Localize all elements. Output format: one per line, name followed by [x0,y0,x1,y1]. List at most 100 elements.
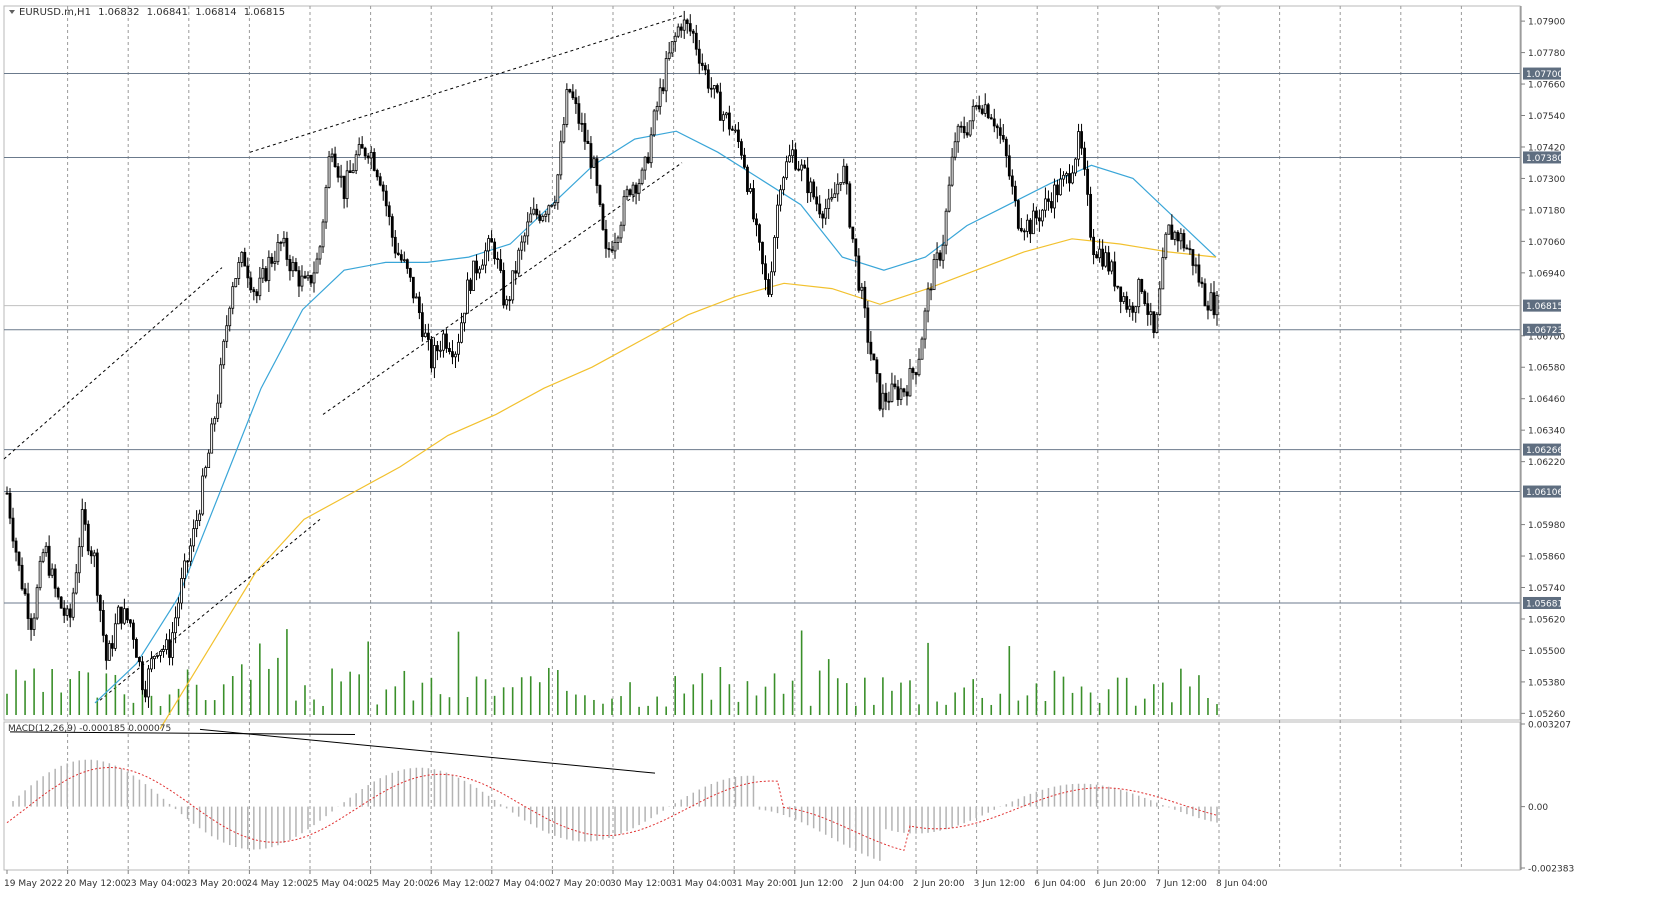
candle-body [300,275,304,287]
candle-body [643,156,647,171]
candle-body [860,286,864,291]
close-value: 1.06815 [244,7,285,18]
candle-body [589,143,593,168]
candle-body [959,125,963,128]
candle-body [556,174,560,204]
candle-body [402,259,406,262]
candle-body [764,263,767,280]
candle-body [171,632,174,658]
candle-body [35,587,39,619]
candle-body [740,141,743,156]
candle-body [372,151,376,171]
candle-body [842,165,846,183]
candle-body [541,215,545,221]
candle-body [565,89,569,125]
macd-signal-line [6,766,1218,851]
time-tick-label: 25 May 04:00 [307,879,369,889]
candle-body [1004,138,1008,157]
candle-body [965,132,969,136]
candles [5,10,1219,708]
candle-body [324,186,328,223]
candle-body [863,286,867,309]
candle-body [267,256,271,282]
candle-body [363,147,367,157]
chevron-down-icon[interactable] [9,10,15,14]
candle-body [439,349,442,352]
candle-body [390,216,394,238]
macd-divergence-line [199,728,656,774]
candle-body [926,288,930,312]
candle-body [887,400,891,403]
candle-body [1001,135,1005,140]
candle-body [408,268,412,278]
candle-body [119,606,123,624]
candle-body [890,383,894,402]
candle-body [517,249,521,274]
candle-body [237,262,241,279]
candle-body [297,270,301,287]
candle-body [836,183,840,195]
candle-body [1107,252,1111,272]
candle-body [1212,292,1216,316]
candle-body [974,105,978,108]
candle-body [98,594,102,611]
candle-body [893,383,897,388]
candle-body [20,564,24,590]
level-tag [1523,67,1561,80]
candle-body [252,289,256,293]
candle-body [448,348,451,353]
candle-body [577,103,581,124]
candle-body [1170,224,1174,240]
candle-body [1113,261,1117,287]
candle-body [1152,311,1156,333]
candle-body [29,618,33,630]
candle-body [1035,210,1038,219]
time-tick-label: 8 Jun 04:00 [1216,879,1268,889]
price-tick-label: 1.05380 [1528,678,1565,688]
candle-body [219,364,223,404]
candle-body [249,277,253,291]
candle-body [156,654,159,657]
candle-body [746,166,749,192]
price-tick-label: 1.05260 [1528,710,1565,720]
level-tag-label: 1.06723 [1526,326,1563,336]
candle-body [306,274,310,279]
candle-body [129,619,132,624]
candle-body [234,278,238,288]
candle-body [1016,200,1020,229]
candle-body [989,117,993,120]
candle-body [1092,236,1095,256]
candle-body [827,198,831,209]
candle-body [998,127,1002,136]
candle-body [803,164,807,169]
candle-body [5,492,9,495]
candle-body [505,299,509,306]
candle-body [291,262,295,272]
candle-body [625,189,629,198]
candle-body [737,129,740,143]
candle-body [384,190,388,207]
candle-body [1137,279,1141,308]
candle-body [535,208,539,216]
candle-body [276,241,280,263]
candle-body [679,26,683,31]
candle-body [649,134,653,164]
candle-body [601,204,605,230]
price-tick-label: 1.07300 [1528,175,1565,185]
candle-body [198,513,202,521]
candle-body [1047,198,1050,202]
candle-body [189,545,193,562]
candle-body [929,288,933,291]
candle-body [797,168,801,171]
candle-body [715,85,719,93]
candle-body [41,552,45,562]
candle-body [445,333,448,349]
candle-body [776,204,779,238]
candle-body [652,110,656,136]
candle-body [1007,155,1011,177]
candle-body [941,244,945,261]
candle-body [11,517,15,542]
grid [67,6,1462,870]
high-value: 1.06841 [147,7,188,18]
candle-body [532,208,536,215]
